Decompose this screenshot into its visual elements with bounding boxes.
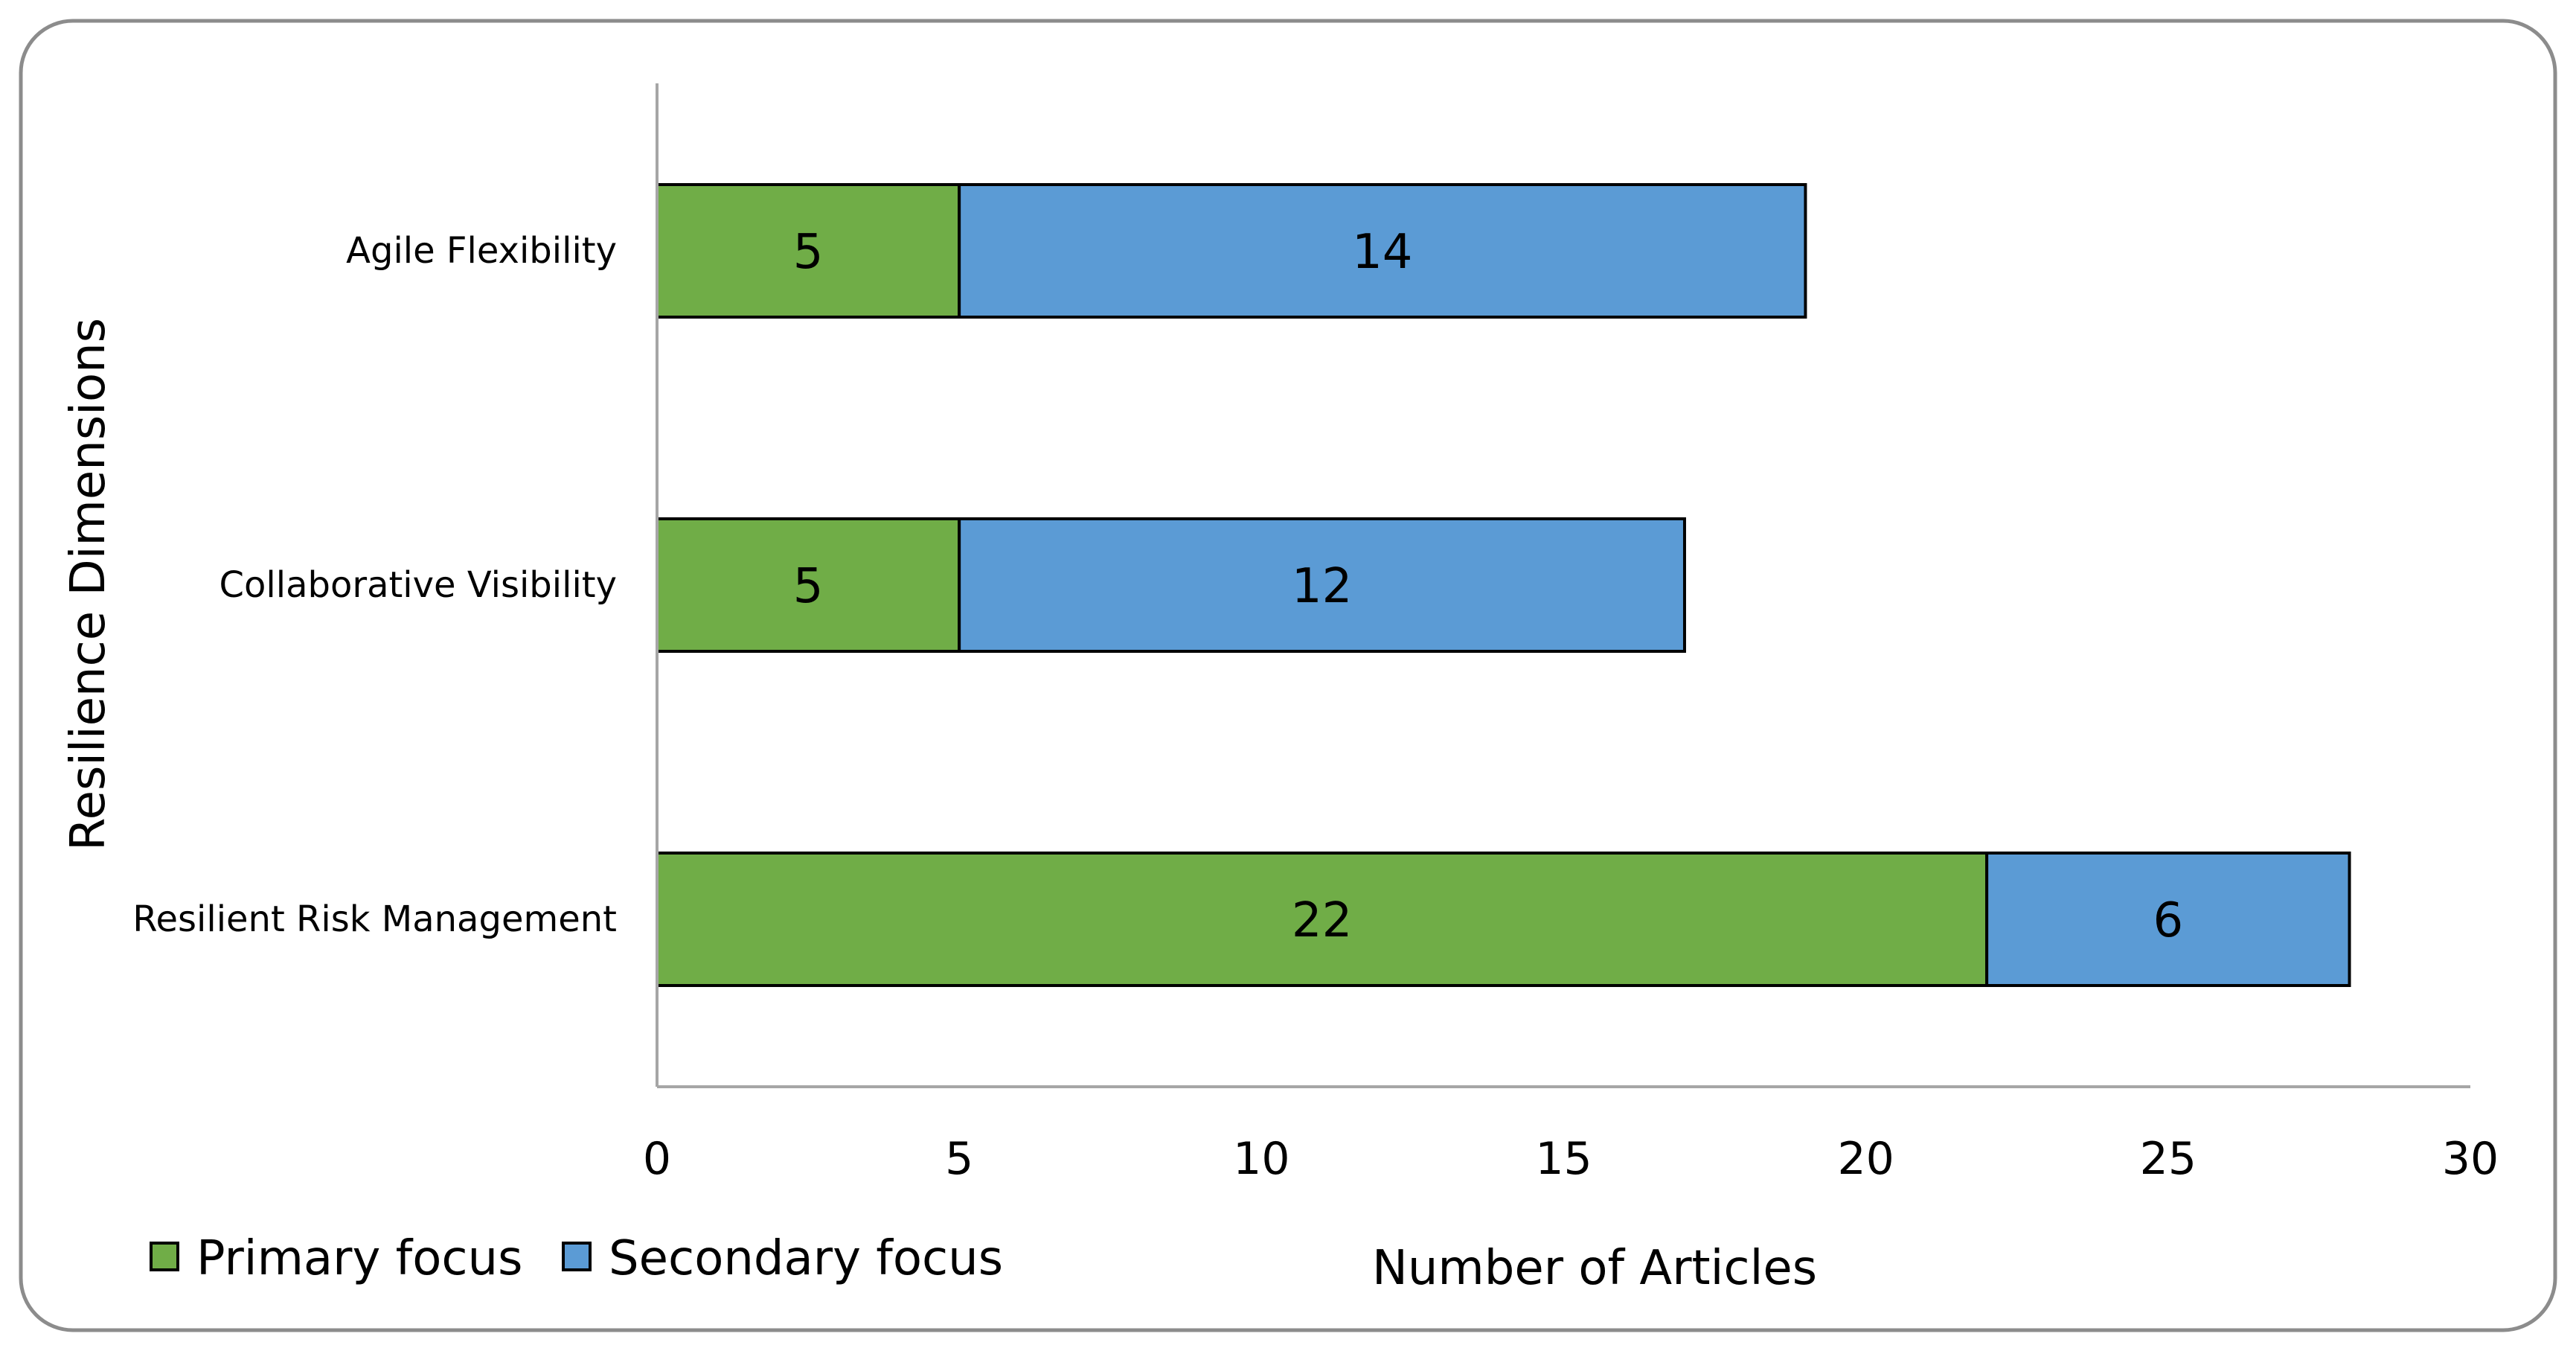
category-labels-group: Agile Flexibility Collaborative Visibilit… xyxy=(132,230,617,940)
bar-primary-2 xyxy=(656,852,1989,987)
bar-primary-0 xyxy=(656,183,961,319)
x-tick-label-1: 5 xyxy=(945,1133,973,1185)
bars-group xyxy=(656,183,2351,987)
x-tick-labels-group: 0 5 10 15 20 25 30 xyxy=(643,1133,2499,1185)
x-tick-label-5: 25 xyxy=(2140,1133,2197,1185)
x-tick-label-3: 15 xyxy=(1535,1133,1592,1185)
bar-secondary-2 xyxy=(1985,852,2351,987)
category-label-2: Resilient Risk Management xyxy=(132,898,617,940)
bar-secondary-1 xyxy=(958,517,1686,653)
data-label-secondary-0: 14 xyxy=(1352,225,1412,280)
legend-swatch-primary xyxy=(150,1242,179,1271)
data-label-secondary-2: 6 xyxy=(2153,893,2183,948)
legend-label-secondary: Secondary focus xyxy=(609,1231,1003,1286)
legend-swatch-secondary xyxy=(562,1242,592,1271)
x-axis-title: Number of Articles xyxy=(1372,1241,1817,1296)
chart-frame xyxy=(19,19,2557,1332)
data-label-primary-1: 5 xyxy=(793,559,824,614)
data-label-secondary-1: 12 xyxy=(1292,559,1352,614)
legend: Primary focus Secondary focus xyxy=(150,1231,1003,1286)
x-tick-label-0: 0 xyxy=(643,1133,671,1185)
x-tick-label-4: 20 xyxy=(1837,1133,1894,1185)
data-label-primary-2: 22 xyxy=(1292,893,1352,948)
legend-label-primary: Primary focus xyxy=(196,1231,522,1286)
data-label-primary-0: 5 xyxy=(793,225,824,280)
x-tick-label-6: 30 xyxy=(2442,1133,2499,1185)
bar-secondary-0 xyxy=(958,183,1807,319)
bar-labels-group: 5 14 5 12 22 6 xyxy=(793,225,2183,948)
x-tick-label-2: 10 xyxy=(1233,1133,1289,1185)
y-axis-title: Resilience Dimensions xyxy=(61,318,116,851)
category-label-1: Collaborative Visibility xyxy=(220,564,617,606)
category-label-0: Agile Flexibility xyxy=(346,230,617,272)
bar-primary-1 xyxy=(656,517,961,653)
